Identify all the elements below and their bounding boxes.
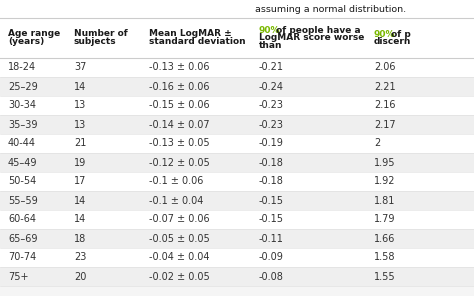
Text: -0.09: -0.09 bbox=[259, 252, 284, 263]
Text: 14: 14 bbox=[74, 215, 86, 224]
Text: -0.1 ± 0.06: -0.1 ± 0.06 bbox=[149, 176, 203, 186]
Bar bbox=[0, 77, 474, 96]
Text: 23: 23 bbox=[74, 252, 86, 263]
Text: 40-44: 40-44 bbox=[8, 139, 36, 149]
Text: 21: 21 bbox=[74, 139, 86, 149]
Text: -0.23: -0.23 bbox=[259, 101, 284, 110]
Text: -0.08: -0.08 bbox=[259, 271, 284, 281]
Text: 1.66: 1.66 bbox=[374, 234, 395, 244]
Text: 90%: 90% bbox=[259, 26, 281, 35]
Bar bbox=[0, 248, 474, 267]
Text: -0.07 ± 0.06: -0.07 ± 0.06 bbox=[149, 215, 210, 224]
Bar bbox=[0, 210, 474, 229]
Text: 20: 20 bbox=[74, 271, 86, 281]
Bar bbox=[0, 191, 474, 210]
Text: (years): (years) bbox=[8, 38, 44, 46]
Text: -0.13 ± 0.06: -0.13 ± 0.06 bbox=[149, 62, 210, 73]
Text: -0.02 ± 0.05: -0.02 ± 0.05 bbox=[149, 271, 210, 281]
Text: -0.21: -0.21 bbox=[259, 62, 284, 73]
Text: 14: 14 bbox=[74, 81, 86, 91]
Bar bbox=[0, 153, 474, 172]
Text: -0.24: -0.24 bbox=[259, 81, 284, 91]
Text: assuming a normal distribution.: assuming a normal distribution. bbox=[255, 4, 406, 14]
Text: of p: of p bbox=[388, 30, 411, 39]
Text: -0.16 ± 0.06: -0.16 ± 0.06 bbox=[149, 81, 210, 91]
Text: -0.11: -0.11 bbox=[259, 234, 284, 244]
Bar bbox=[0, 96, 474, 115]
Bar bbox=[0, 172, 474, 191]
Bar bbox=[0, 229, 474, 248]
Text: 13: 13 bbox=[74, 120, 86, 130]
Text: discern: discern bbox=[374, 37, 411, 46]
Text: 25–29: 25–29 bbox=[8, 81, 38, 91]
Text: -0.05 ± 0.05: -0.05 ± 0.05 bbox=[149, 234, 210, 244]
Text: Age range: Age range bbox=[8, 30, 60, 38]
Text: 90%: 90% bbox=[374, 30, 395, 39]
Text: -0.14 ± 0.07: -0.14 ± 0.07 bbox=[149, 120, 210, 130]
Text: 35–39: 35–39 bbox=[8, 120, 37, 130]
Text: 1.58: 1.58 bbox=[374, 252, 395, 263]
Text: 30-34: 30-34 bbox=[8, 101, 36, 110]
Text: Mean LogMAR ±: Mean LogMAR ± bbox=[149, 30, 232, 38]
Text: 50-54: 50-54 bbox=[8, 176, 36, 186]
Text: 1.95: 1.95 bbox=[374, 157, 395, 168]
Text: 1.79: 1.79 bbox=[374, 215, 395, 224]
Text: -0.13 ± 0.05: -0.13 ± 0.05 bbox=[149, 139, 210, 149]
Text: subjects: subjects bbox=[74, 38, 117, 46]
Text: Number of: Number of bbox=[74, 30, 128, 38]
Text: -0.15 ± 0.06: -0.15 ± 0.06 bbox=[149, 101, 210, 110]
Text: 13: 13 bbox=[74, 101, 86, 110]
Text: LogMAR score worse: LogMAR score worse bbox=[259, 33, 365, 43]
Text: -0.19: -0.19 bbox=[259, 139, 284, 149]
Text: 45–49: 45–49 bbox=[8, 157, 37, 168]
Bar bbox=[0, 0, 474, 18]
Text: -0.18: -0.18 bbox=[259, 176, 284, 186]
Text: 2.17: 2.17 bbox=[374, 120, 396, 130]
Text: standard deviation: standard deviation bbox=[149, 38, 246, 46]
Text: 1.92: 1.92 bbox=[374, 176, 395, 186]
Bar bbox=[0, 115, 474, 134]
Text: -0.18: -0.18 bbox=[259, 157, 284, 168]
Text: 70-74: 70-74 bbox=[8, 252, 36, 263]
Text: than: than bbox=[259, 41, 283, 50]
Text: 1.55: 1.55 bbox=[374, 271, 396, 281]
Text: -0.15: -0.15 bbox=[259, 215, 284, 224]
Text: 17: 17 bbox=[74, 176, 86, 186]
Text: 37: 37 bbox=[74, 62, 86, 73]
Text: 65–69: 65–69 bbox=[8, 234, 37, 244]
Bar bbox=[0, 267, 474, 286]
Text: -0.1 ± 0.04: -0.1 ± 0.04 bbox=[149, 195, 203, 205]
Bar bbox=[0, 58, 474, 77]
Text: 2.16: 2.16 bbox=[374, 101, 395, 110]
Text: 18-24: 18-24 bbox=[8, 62, 36, 73]
Text: -0.04 ± 0.04: -0.04 ± 0.04 bbox=[149, 252, 210, 263]
Text: 55–59: 55–59 bbox=[8, 195, 38, 205]
Text: -0.23: -0.23 bbox=[259, 120, 284, 130]
Text: 14: 14 bbox=[74, 195, 86, 205]
Bar bbox=[0, 18, 474, 58]
Text: 75+: 75+ bbox=[8, 271, 28, 281]
Text: 1.81: 1.81 bbox=[374, 195, 395, 205]
Text: -0.15: -0.15 bbox=[259, 195, 284, 205]
Text: 19: 19 bbox=[74, 157, 86, 168]
Text: 2.21: 2.21 bbox=[374, 81, 396, 91]
Text: 2: 2 bbox=[374, 139, 380, 149]
Text: -0.12 ± 0.05: -0.12 ± 0.05 bbox=[149, 157, 210, 168]
Text: of people have a: of people have a bbox=[273, 26, 361, 35]
Text: 60-64: 60-64 bbox=[8, 215, 36, 224]
Text: 2.06: 2.06 bbox=[374, 62, 395, 73]
Bar bbox=[0, 134, 474, 153]
Text: 18: 18 bbox=[74, 234, 86, 244]
